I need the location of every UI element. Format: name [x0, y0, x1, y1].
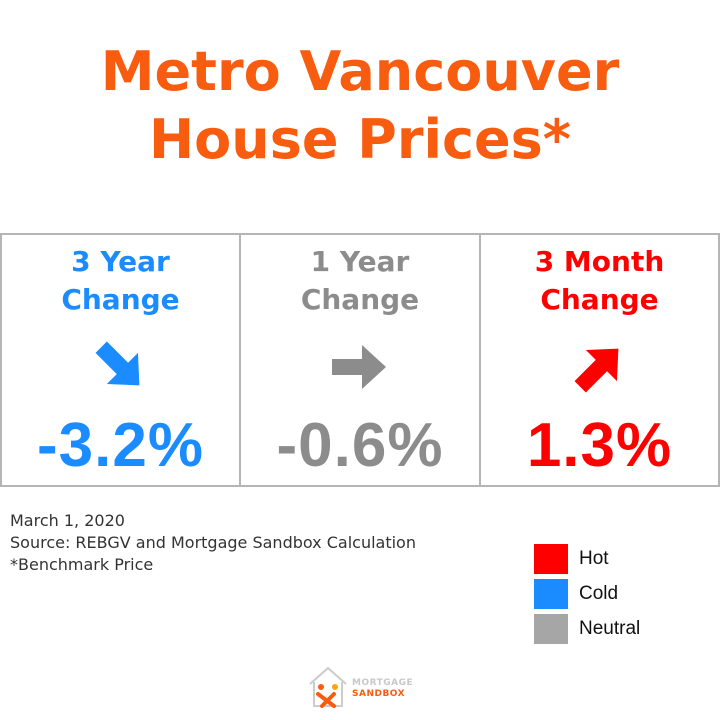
cell-value: -0.6%: [276, 411, 444, 480]
mortgage-sandbox-logo: MORTGAGE SANDBOX: [306, 664, 418, 712]
notes: March 1, 2020 Source: REBGV and Mortgage…: [10, 510, 416, 576]
logo-text-line1: MORTGAGE: [352, 678, 414, 688]
arrow-down-right-icon: [95, 341, 139, 386]
arrow-shape: [332, 345, 386, 389]
legend-swatch: [534, 544, 568, 574]
page-title-line2: House Prices*: [148, 108, 572, 171]
cell-value: 1.3%: [526, 411, 673, 480]
cell-1-year: 1 Year Change -0.6%: [241, 235, 481, 485]
cell-3-year: 3 Year Change -3.2%: [0, 235, 241, 485]
cell-label-line1: 1 Year: [310, 245, 410, 278]
legend-label: Neutral: [579, 618, 641, 639]
cell-label: 3 Month Change: [481, 243, 718, 319]
cell-value: -3.2%: [37, 411, 204, 480]
page-title-line1: Metro Vancouver: [100, 40, 620, 103]
arrow-up-right-icon: [574, 348, 618, 393]
arrow-shape: [95, 341, 139, 386]
notes-source: Source: REBGV and Mortgage Sandbox Calcu…: [10, 533, 416, 552]
cell-label-line2: Change: [300, 283, 420, 316]
house-logo-icon: [309, 666, 347, 708]
cell-label: 3 Year Change: [2, 243, 239, 319]
legend-label: Cold: [579, 583, 619, 604]
cell-3-month: 3 Month Change 1.3%: [481, 235, 720, 485]
cell-label-line1: 3 Month: [534, 245, 665, 278]
change-table: 3 Year Change -3.2% 1 Year Change -0.6% …: [0, 233, 720, 487]
cell-label-line2: Change: [540, 283, 659, 316]
arrow-shape: [574, 348, 618, 393]
notes-footnote: *Benchmark Price: [10, 555, 154, 574]
legend-swatch: [534, 579, 568, 609]
cell-label-line1: 3 Year: [71, 245, 170, 278]
logo-text-line2: SANDBOX: [352, 689, 406, 699]
notes-date: March 1, 2020: [10, 511, 125, 530]
legend-swatch: [534, 614, 568, 644]
arrow-right-icon: [332, 345, 386, 389]
cell-label-line2: Change: [61, 283, 180, 316]
cell-label: 1 Year Change: [241, 243, 479, 319]
legend-label: Hot: [579, 548, 609, 569]
